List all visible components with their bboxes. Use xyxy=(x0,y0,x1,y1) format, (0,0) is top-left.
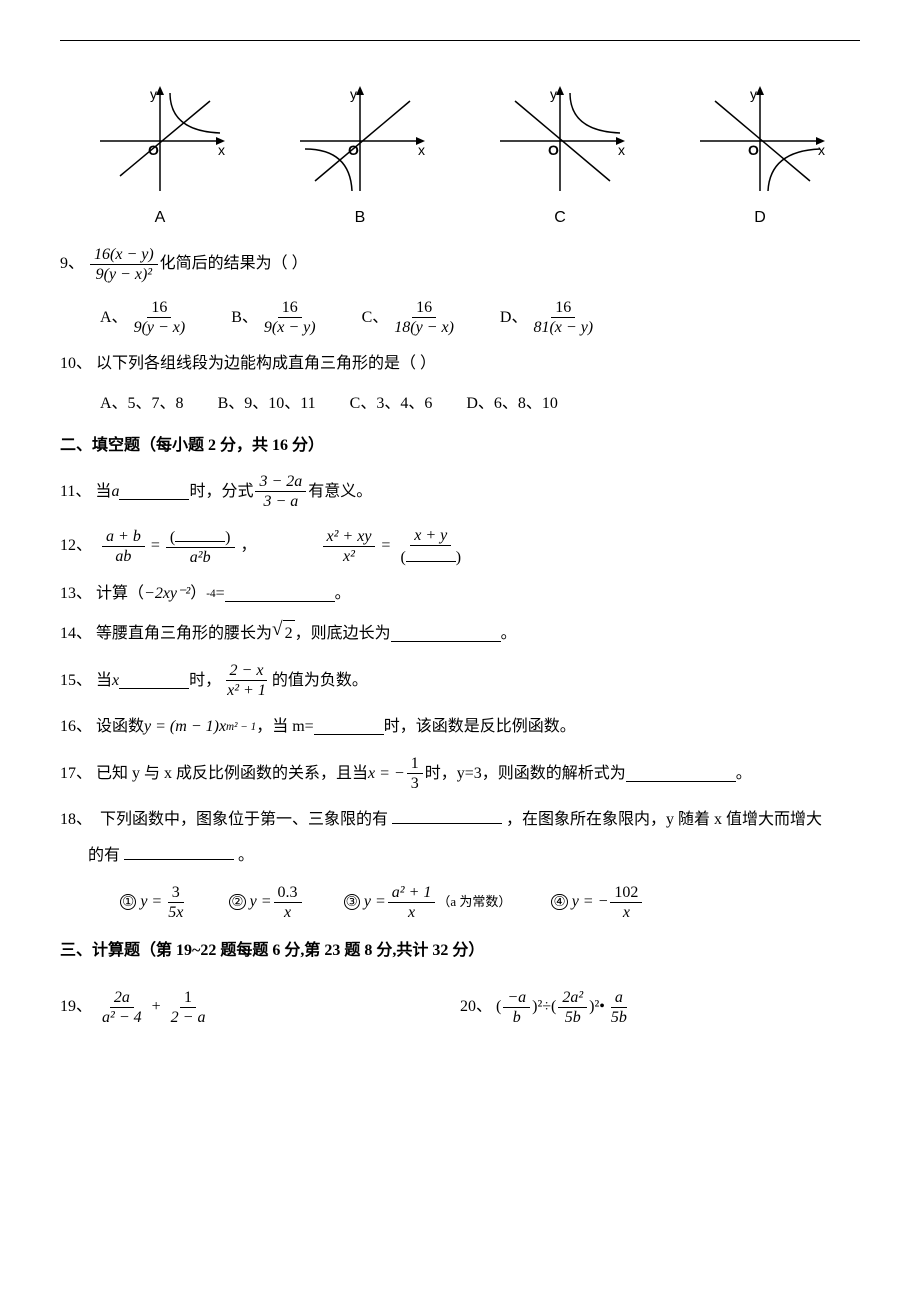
svg-text:y: y xyxy=(550,86,557,102)
svg-text:y: y xyxy=(750,86,757,102)
section-3-title: 三、计算题（第 19~22 题每题 6 分,第 23 题 8 分,共计 32 分… xyxy=(60,938,860,964)
graph-label-c: C xyxy=(554,205,566,231)
graph-option-a: y x O A xyxy=(90,81,230,231)
sqrt-icon: √2 xyxy=(272,620,295,647)
question-18: 18、 下列函数中，图象位于第一、三象限的有 ，在图象所在象限内，y 随着 x … xyxy=(60,807,860,868)
question-19: 19、 2aa² − 4 + 12 − a xyxy=(60,988,460,1027)
svg-text:x: x xyxy=(418,142,425,158)
q11-blank xyxy=(119,484,189,500)
q16-blank xyxy=(314,719,384,735)
graph-d-svg: y x O xyxy=(690,81,830,201)
q14-blank xyxy=(391,626,501,642)
q9-fraction: 16(x − y) 9(y − x)² xyxy=(90,245,158,284)
q9-number: 9、 xyxy=(60,251,84,277)
graph-label-d: D xyxy=(754,205,766,231)
q10-option-a: A、5、7、8 xyxy=(100,395,184,412)
q13-blank xyxy=(225,586,335,602)
svg-text:O: O xyxy=(548,142,559,158)
q18-opt-3: ③ y = a² + 1x （a 为常数） xyxy=(344,883,512,922)
axis-y-label: y xyxy=(150,86,157,102)
svg-text:x: x xyxy=(618,142,625,158)
question-15: 15、 当 x 时， 2 − xx² + 1 的值为负数。 xyxy=(60,661,860,700)
graph-a-svg: y x O xyxy=(90,81,230,201)
question-11: 11、 当 a 时，分式 3 − 2a3 − a 有意义。 xyxy=(60,472,860,511)
q10-option-c: C、3、4、6 xyxy=(350,395,433,412)
q9-option-a: A、 169(y − x) xyxy=(100,298,191,337)
question-13: 13、 计算（ −2xy⁻² ） -4 = 。 xyxy=(60,581,860,607)
q9-text: 化简后的结果为（ ） xyxy=(160,251,308,277)
graph-options-row: y x O A y x O B y x O xyxy=(60,81,860,231)
question-20: 20、 ( −ab )² ÷ ( 2a²5b )² • a5b xyxy=(460,988,860,1027)
question-16: 16、 设函数 y = (m − 1)xm² − 1 ，当 m= 时，该函数是反… xyxy=(60,714,860,740)
q18-opt-2: ② y = 0.3x xyxy=(229,883,303,922)
graph-b-svg: y x O xyxy=(290,81,430,201)
q9-option-b: B、 169(x − y) xyxy=(231,298,321,337)
q12-blank-1 xyxy=(175,526,225,542)
q10-number: 10、 xyxy=(60,351,92,377)
q18-blank-2 xyxy=(124,844,234,860)
axis-x-label: x xyxy=(218,142,225,158)
section-2-title: 二、填空题（每小题 2 分，共 16 分） xyxy=(60,433,860,459)
q9-options: A、 169(y − x) B、 169(x − y) C、 1618(y − … xyxy=(100,298,860,337)
svg-text:y: y xyxy=(350,86,357,102)
q17-blank xyxy=(626,766,736,782)
q10-text: 以下列各组线段为边能构成直角三角形的是（ ） xyxy=(96,351,436,377)
graph-option-c: y x O C xyxy=(490,81,630,231)
question-17: 17、 已知 y 与 x 成反比例函数的关系，且当 x = − 13 时，y=3… xyxy=(60,754,860,793)
q18-blank-1 xyxy=(392,808,502,824)
q9-option-c: C、 1618(y − x) xyxy=(362,298,460,337)
q12-blank-2 xyxy=(406,546,456,562)
question-12: 12、 a + bab = () a²b ， x² + xyx² = x + y… xyxy=(60,526,860,567)
graph-option-b: y x O B xyxy=(290,81,430,231)
graph-label-b: B xyxy=(355,205,366,231)
graph-c-svg: y x O xyxy=(490,81,630,201)
q9-option-d: D、 1681(x − y) xyxy=(500,298,599,337)
q18-options: ① y = 35x ② y = 0.3x ③ y = a² + 1x （a 为常… xyxy=(120,883,860,922)
calc-row: 19、 2aa² − 4 + 12 − a 20、 ( −ab )² ÷ ( 2… xyxy=(60,974,860,1041)
top-rule xyxy=(60,40,860,41)
question-9: 9、 16(x − y) 9(y − x)² 化简后的结果为（ ） xyxy=(60,245,860,284)
svg-text:O: O xyxy=(748,142,759,158)
question-14: 14、 等腰直角三角形的腰长为 √2 ，则底边长为 。 xyxy=(60,620,860,647)
graph-label-a: A xyxy=(155,205,166,231)
q15-blank xyxy=(119,673,189,689)
q10-options: A、5、7、8 B、9、10、11 C、3、4、6 D、6、8、10 xyxy=(100,391,860,417)
q18-opt-1: ① y = 35x xyxy=(120,883,189,922)
svg-text:x: x xyxy=(818,142,825,158)
q10-option-b: B、9、10、11 xyxy=(218,395,316,412)
graph-option-d: y x O D xyxy=(690,81,830,231)
q18-opt-4: ④ y = − 102x xyxy=(551,883,644,922)
q10-option-d: D、6、8、10 xyxy=(466,395,558,412)
question-10: 10、 以下列各组线段为边能构成直角三角形的是（ ） xyxy=(60,351,860,377)
